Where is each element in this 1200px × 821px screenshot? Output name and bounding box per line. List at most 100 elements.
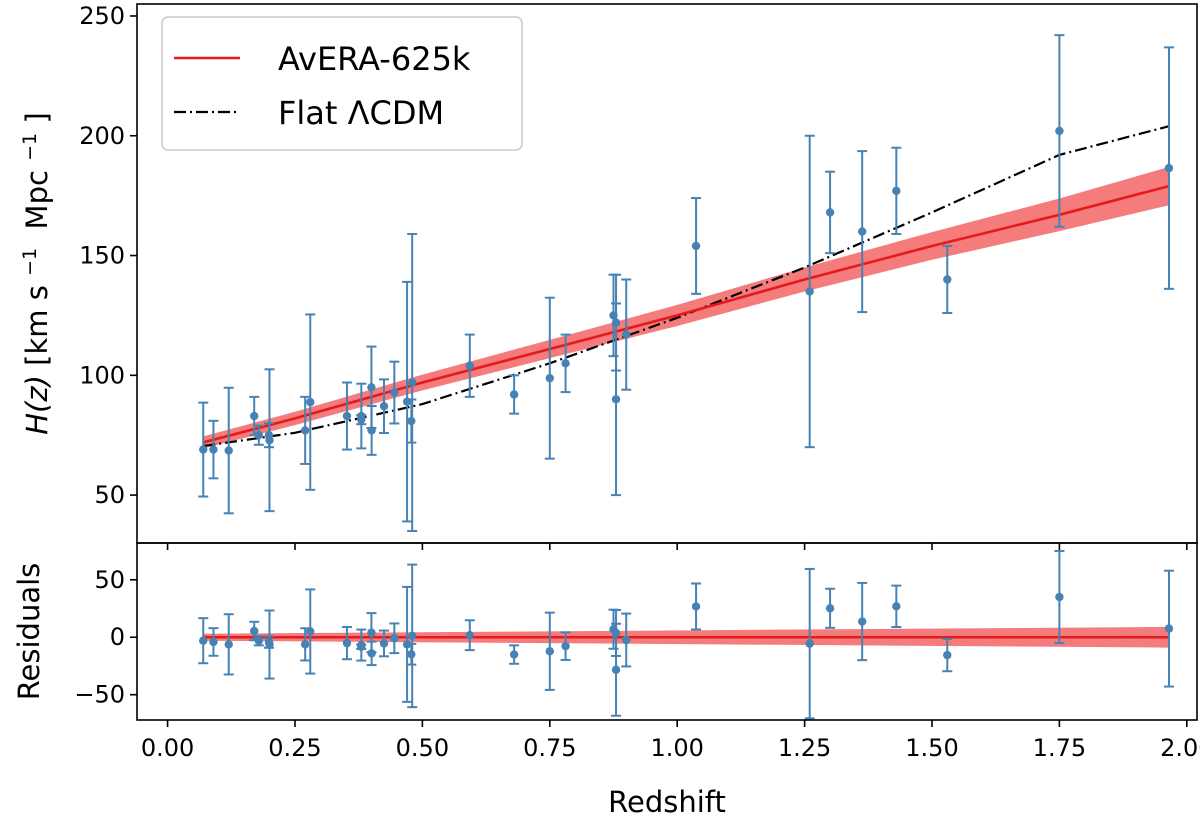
data-point: [264, 368, 275, 513]
residual-point: [379, 629, 390, 658]
residual-marker: [611, 665, 621, 674]
data-marker: [611, 395, 621, 404]
residual-point: [621, 612, 632, 668]
avera-band-area: [203, 166, 1170, 449]
data-point: [341, 381, 352, 451]
residual-point: [341, 626, 352, 661]
residual-marker: [407, 631, 417, 641]
residual-marker: [1164, 624, 1174, 633]
data-point: [804, 134, 815, 449]
residual-point: [611, 608, 622, 657]
ylabel-sup2: −1: [19, 133, 41, 161]
data-point: [560, 333, 571, 394]
data-marker: [943, 275, 952, 284]
legend-avera-label: AvERA-625k: [278, 40, 471, 78]
data-point: [249, 395, 260, 437]
residual-x-ticks: 0.00 0.25 0.50 0.75 1.00 1.25 1.50 1.75 2.00: [141, 720, 1200, 762]
residual-point: [464, 619, 475, 652]
y-tick-label: 50: [94, 481, 125, 509]
ylabel-close: ]: [20, 112, 54, 123]
data-marker: [199, 445, 208, 454]
residual-marker: [342, 638, 352, 648]
residual-point: [389, 622, 400, 655]
residual-point: [253, 635, 264, 647]
y-tick-label: 150: [79, 242, 125, 270]
x-tick-label: 1.75: [1033, 734, 1086, 762]
x-tick-label: 0.75: [523, 734, 576, 762]
x-tick-label: 1.50: [905, 734, 958, 762]
data-marker: [805, 287, 814, 296]
residual-marker: [622, 635, 631, 645]
data-marker: [390, 388, 399, 397]
residual-marker: [943, 650, 952, 660]
data-marker: [209, 445, 218, 454]
residual-point: [891, 584, 902, 628]
data-marker: [357, 411, 366, 421]
residual-point: [509, 644, 520, 665]
residual-marker: [265, 640, 274, 649]
data-point: [509, 374, 520, 415]
data-marker: [545, 373, 554, 383]
hz-observations: [198, 34, 1174, 533]
data-point: [300, 395, 311, 465]
y-tick-label: 250: [79, 2, 125, 30]
residual-marker: [465, 630, 474, 640]
residual-point: [560, 631, 571, 661]
flat-lcdm-line: [203, 125, 1170, 448]
data-marker: [250, 411, 259, 421]
residual-point: [305, 588, 316, 675]
data-marker: [825, 208, 835, 217]
data-point: [1054, 34, 1065, 228]
data-point: [208, 419, 219, 480]
residual-y-axis-label: Residuals: [12, 563, 46, 701]
flat-lcdm-curve: [203, 125, 1170, 448]
data-point: [407, 232, 418, 533]
x-tick-label: 0.25: [268, 734, 321, 762]
residual-marker: [250, 626, 259, 636]
residual-marker: [691, 602, 701, 611]
residual-point: [223, 613, 234, 676]
data-point: [356, 382, 367, 450]
data-marker: [254, 431, 263, 440]
data-marker: [342, 411, 352, 421]
data-point: [825, 170, 836, 255]
residual-point: [1163, 569, 1174, 688]
data-point: [402, 280, 413, 523]
x-tick-label: 1.00: [650, 734, 703, 762]
residual-marker: [367, 628, 376, 637]
data-point: [942, 244, 953, 315]
residual-marker: [1055, 592, 1064, 602]
data-marker: [892, 186, 901, 196]
residual-marker: [209, 637, 218, 647]
residual-marker: [545, 647, 554, 656]
res-y-tick-label: 50: [94, 566, 125, 594]
data-marker: [367, 383, 376, 392]
residual-point: [366, 640, 377, 667]
x-tick-label: 0.00: [141, 734, 194, 762]
legend-lcdm-label: Flat ΛCDM: [278, 94, 444, 132]
ylabel-mid: Mpc: [20, 170, 54, 239]
x-tick-label: 0.50: [396, 734, 449, 762]
data-point: [464, 333, 475, 398]
residual-point: [544, 611, 555, 691]
residual-point: [264, 609, 275, 680]
residual-marker: [390, 634, 399, 643]
residual-marker: [857, 617, 867, 626]
x-axis-label: Redshift: [608, 785, 726, 819]
data-marker: [306, 397, 315, 407]
residual-point: [857, 581, 868, 662]
residual-point: [1054, 550, 1065, 644]
data-marker: [407, 378, 417, 387]
data-point: [691, 197, 702, 295]
avera-confidence-band: [203, 166, 1170, 449]
data-point: [1163, 46, 1174, 290]
avera-line: [202, 184, 1170, 444]
data-point: [305, 313, 316, 491]
data-point: [611, 273, 622, 372]
main-x-ticks: [166, 543, 1188, 550]
y-tick-label: 200: [79, 122, 125, 150]
data-marker: [691, 241, 701, 251]
data-point: [891, 146, 902, 235]
residual-points: [198, 550, 1174, 720]
